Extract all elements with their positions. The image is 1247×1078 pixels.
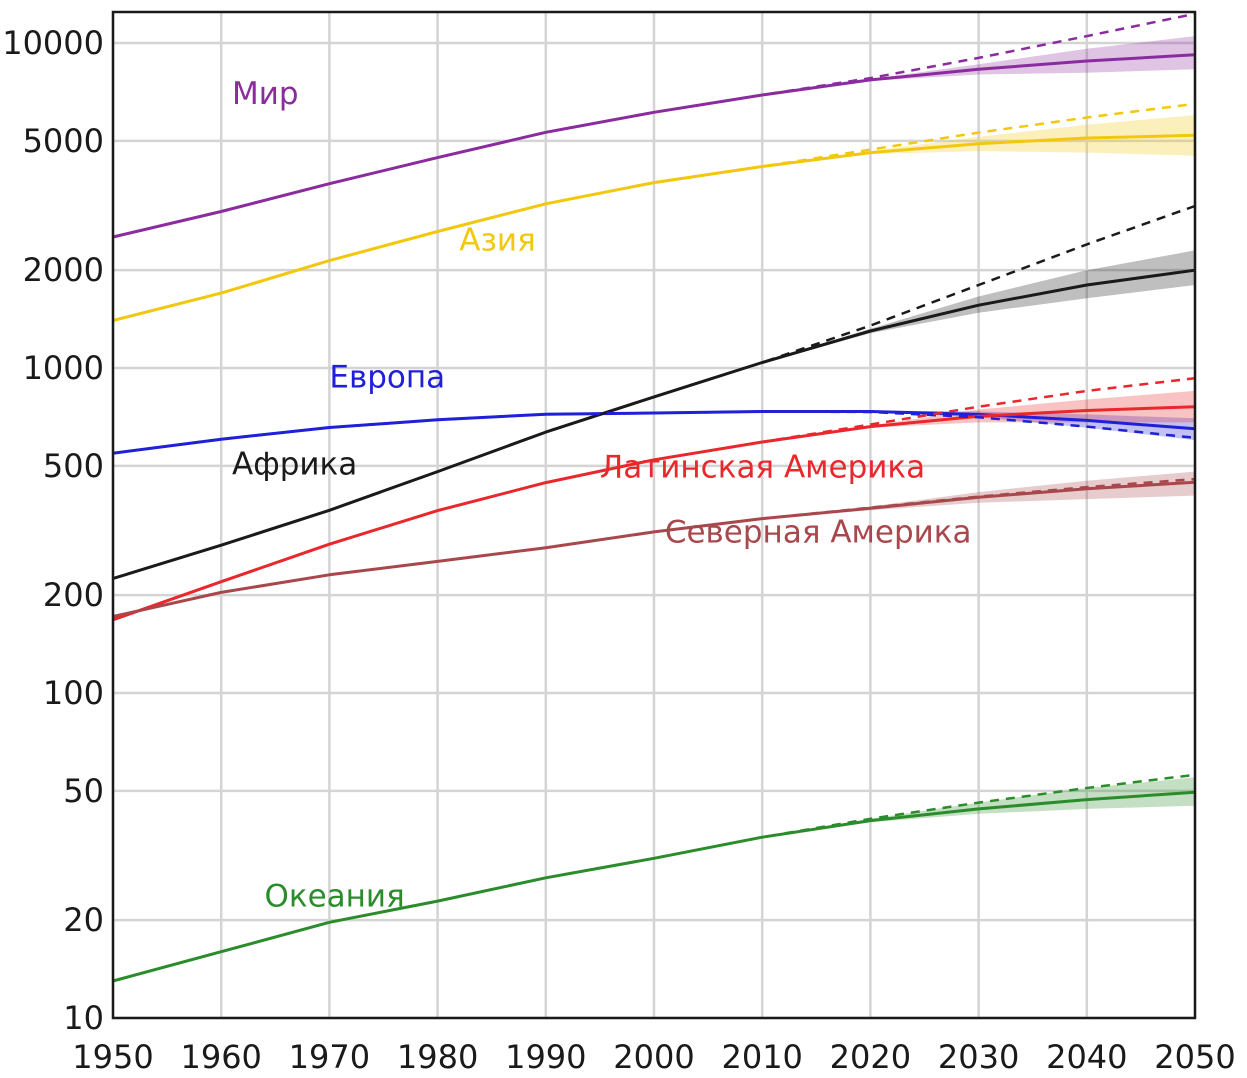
y-tick-label: 50 — [63, 772, 104, 810]
y-tick-label: 500 — [43, 447, 104, 485]
y-tick-label: 10000 — [2, 24, 104, 62]
line-азия — [112, 133, 1196, 322]
series-label-азия: Азия — [459, 222, 536, 258]
x-tick-label: 2030 — [938, 1038, 1019, 1076]
band-азия — [113, 115, 1195, 321]
band-европа — [113, 410, 1195, 454]
series-label-латинская-америка: Латинская Америка — [600, 450, 925, 486]
x-axis-ticks: 1950 1960 1970 1980 1990 2000 2010 2020 2030 2040… — [72, 1038, 1235, 1076]
y-tick-label: 100 — [43, 674, 104, 712]
x-tick-label: 1990 — [505, 1038, 586, 1076]
y-tick-label: 5000 — [23, 122, 104, 160]
x-tick-label: 2020 — [830, 1038, 911, 1076]
x-tick-label: 1960 — [180, 1038, 261, 1076]
line-океания — [112, 790, 1196, 983]
band-мир — [113, 36, 1195, 237]
x-tick-label: 2010 — [721, 1038, 802, 1076]
series-label-мир: Мир — [232, 76, 299, 112]
y-tick-label: 200 — [43, 576, 104, 614]
x-tick-label: 1970 — [289, 1038, 370, 1076]
y-tick-label: 1000 — [23, 349, 104, 387]
dashed-line-латинская-америка — [112, 376, 1196, 621]
band-африка — [113, 250, 1195, 579]
line-мир — [112, 53, 1196, 239]
y-tick-label: 20 — [63, 901, 104, 939]
dashed-line-северная-америка — [112, 477, 1196, 618]
x-tick-label: 2050 — [1154, 1038, 1235, 1076]
dashed-line-европа — [112, 410, 1196, 455]
constant-fertility-lines — [112, 12, 1196, 983]
y-axis-ticks: 10 20 50 100 200 500 1000 2000 5000 10000 — [2, 24, 104, 1037]
series-label-северная-америка: Северная Америка — [665, 515, 972, 551]
series-label-океания: Океания — [264, 879, 404, 915]
plot-frame — [111, 10, 1197, 1020]
x-tick-label: 1950 — [72, 1038, 153, 1076]
series-labels: Мир Азия Африка Европа Латинская Америка Севе… — [232, 76, 972, 915]
x-tick-label: 2040 — [1046, 1038, 1127, 1076]
y-tick-label: 2000 — [23, 251, 104, 289]
y-tick-label: 10 — [63, 999, 104, 1037]
band-латинская-америка — [113, 390, 1195, 620]
series-label-европа: Европа — [329, 360, 445, 396]
band-океания — [113, 777, 1195, 981]
x-tick-label: 2000 — [613, 1038, 694, 1076]
dashed-line-океания — [112, 773, 1196, 983]
line-африка — [112, 268, 1196, 580]
dashed-line-африка — [112, 204, 1196, 580]
x-tick-label: 1980 — [397, 1038, 478, 1076]
series-label-африка: Африка — [232, 447, 357, 483]
